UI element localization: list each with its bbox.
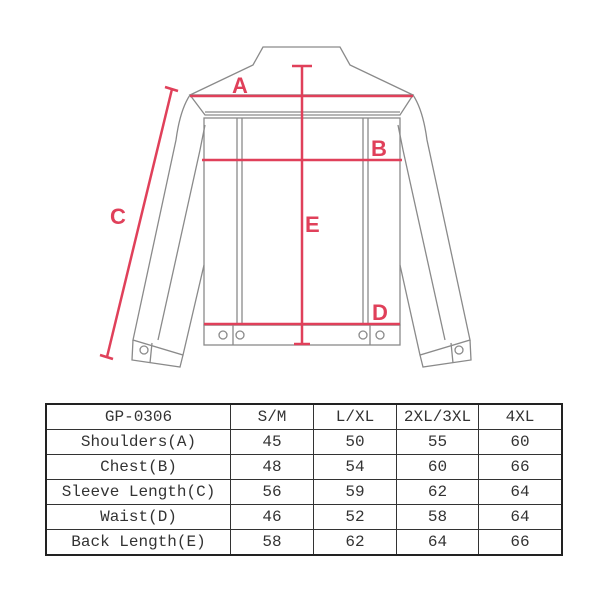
- row-label: Sleeve Length(C): [45, 479, 231, 505]
- label-d: D: [372, 300, 388, 325]
- cell: 60: [396, 454, 479, 480]
- cell: 64: [478, 479, 563, 505]
- label-e: E: [305, 212, 320, 237]
- measurement-lines: [99, 64, 413, 361]
- table-header-row: GP-0306 S/M L/XL 2XL/3XL 4XL: [45, 403, 563, 430]
- table-row: Sleeve Length(C) 56 59 62 64: [45, 479, 563, 505]
- size-chart-table: GP-0306 S/M L/XL 2XL/3XL 4XL Shoulders(A…: [45, 403, 563, 556]
- row-label: Waist(D): [45, 504, 231, 530]
- header-cell: S/M: [230, 403, 314, 430]
- cell: 55: [396, 429, 479, 455]
- label-c: C: [110, 204, 126, 229]
- header-cell: GP-0306: [45, 403, 231, 430]
- cell: 66: [478, 529, 563, 556]
- jacket-measurement-diagram: A B C D E: [99, 46, 472, 368]
- cell: 62: [313, 529, 397, 556]
- cell: 46: [230, 504, 314, 530]
- row-label: Back Length(E): [45, 529, 231, 556]
- table-row: Back Length(E) 58 62 64 66: [45, 529, 563, 556]
- table-row: Waist(D) 46 52 58 64: [45, 504, 563, 530]
- row-label: Shoulders(A): [45, 429, 231, 455]
- row-label: Chest(B): [45, 454, 231, 480]
- cell: 52: [313, 504, 397, 530]
- header-cell: 2XL/3XL: [396, 403, 479, 430]
- header-cell: 4XL: [478, 403, 563, 430]
- table-row: Chest(B) 48 54 60 66: [45, 454, 563, 480]
- cell: 66: [478, 454, 563, 480]
- cell: 56: [230, 479, 314, 505]
- cell: 58: [230, 529, 314, 556]
- header-cell: L/XL: [313, 403, 397, 430]
- label-a: A: [232, 73, 248, 98]
- cell: 64: [396, 529, 479, 556]
- cell: 59: [313, 479, 397, 505]
- cell: 50: [313, 429, 397, 455]
- cell: 54: [313, 454, 397, 480]
- cell: 62: [396, 479, 479, 505]
- table-row: Shoulders(A) 45 50 55 60: [45, 429, 563, 455]
- label-b: B: [371, 136, 387, 161]
- measure-c: [105, 88, 174, 358]
- cell: 60: [478, 429, 563, 455]
- cell: 45: [230, 429, 314, 455]
- cell: 48: [230, 454, 314, 480]
- cell: 64: [478, 504, 563, 530]
- cell: 58: [396, 504, 479, 530]
